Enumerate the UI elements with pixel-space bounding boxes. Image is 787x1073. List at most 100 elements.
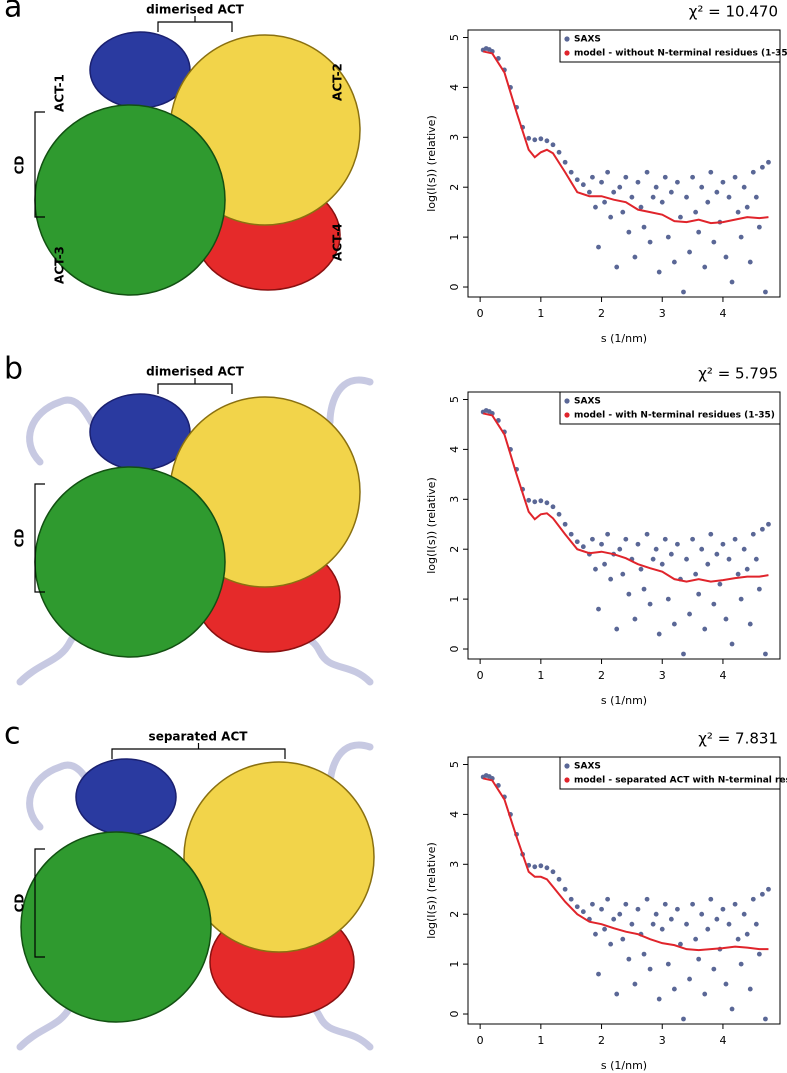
data-point (568, 169, 574, 175)
chart-title: χ² = 7.831 (698, 730, 778, 748)
legend-label: SAXS (574, 762, 601, 772)
data-point (605, 531, 611, 537)
data-point (693, 571, 699, 577)
data-point (556, 876, 562, 882)
data-point (711, 601, 717, 607)
y-tick-label: 3 (448, 861, 461, 868)
y-tick-label: 1 (448, 234, 461, 241)
data-point (602, 199, 607, 205)
data-point (675, 179, 680, 185)
data-point (611, 916, 617, 922)
data-point (681, 289, 686, 295)
data-point (702, 991, 708, 997)
data-point (729, 641, 735, 647)
annotation: CD (13, 156, 27, 175)
y-tick-label: 5 (448, 396, 461, 403)
y-axis-label: log(I(s)) (relative) (425, 842, 438, 938)
plot-frame (467, 756, 781, 1025)
y-tick-label: 0 (448, 1011, 461, 1018)
data-point (747, 259, 753, 265)
data-point (756, 951, 762, 957)
data-point (580, 182, 586, 188)
data-point (647, 239, 653, 245)
annotation: ACT-1 (53, 74, 67, 112)
legend: SAXS model - separated ACT with N-termina… (559, 756, 787, 790)
data-point (580, 909, 586, 915)
y-tick-label: 3 (448, 496, 461, 503)
data-point (766, 886, 771, 892)
data-point (665, 596, 671, 602)
data-point (675, 541, 680, 547)
data-point (550, 142, 556, 148)
data-point (741, 184, 747, 190)
data-point (747, 986, 753, 992)
y-tick-label: 5 (448, 761, 461, 768)
data-point (623, 901, 629, 907)
chart-title: χ² = 10.470 (689, 3, 778, 21)
data-point (763, 1016, 768, 1022)
data-point (714, 189, 720, 195)
data-point (550, 504, 556, 510)
data-point (744, 931, 750, 937)
data-point (590, 901, 595, 907)
legend-marker (564, 50, 570, 56)
data-point (620, 209, 626, 215)
bracket (34, 848, 45, 958)
data-point (605, 169, 611, 175)
x-axis-label: s (1/nm) (601, 1059, 647, 1072)
data-point (726, 921, 732, 927)
legend-label: SAXS (574, 397, 601, 407)
data-point (562, 159, 568, 165)
legend-label: model - without N-terminal residues (1-3… (574, 49, 787, 59)
data-point (690, 536, 695, 542)
data-point (753, 556, 759, 562)
data-point (671, 986, 677, 992)
data-point (759, 891, 765, 897)
x-tick-label: 0 (477, 1034, 484, 1047)
data-point (580, 544, 586, 550)
data-point (532, 499, 538, 505)
data-point (690, 174, 695, 180)
data-point (635, 906, 641, 912)
data-point (668, 916, 674, 922)
bracket (34, 483, 45, 593)
data-point (766, 159, 771, 165)
x-tick-label: 4 (719, 669, 726, 682)
data-point (684, 556, 689, 562)
data-point (744, 566, 750, 572)
data-point (617, 546, 623, 552)
data-point (702, 626, 708, 632)
data-point (735, 936, 741, 942)
data-point (708, 531, 714, 537)
data-point (638, 204, 644, 210)
data-point (596, 971, 601, 977)
data-point (544, 865, 550, 871)
data-point (635, 541, 641, 547)
data-point (720, 179, 726, 185)
data-point (671, 621, 677, 627)
data-point (532, 864, 538, 870)
protein-domain (89, 393, 191, 471)
data-point (647, 966, 653, 972)
data-point (766, 521, 771, 527)
x-tick-label: 3 (659, 1034, 666, 1047)
data-point (632, 981, 638, 987)
data-point (756, 586, 762, 592)
data-point (568, 896, 574, 902)
data-point (644, 531, 650, 537)
data-point (696, 591, 702, 597)
x-tick-label: 3 (659, 307, 666, 320)
data-point (699, 911, 705, 917)
data-point (620, 936, 626, 942)
data-point (750, 169, 756, 175)
data-point (614, 991, 620, 997)
model-line (482, 777, 769, 952)
data-point (574, 539, 580, 545)
data-point (644, 896, 650, 902)
data-point (650, 556, 656, 562)
protein-domain (75, 758, 177, 836)
annotation: dimerised ACT (146, 365, 245, 379)
data-point (556, 149, 562, 155)
data-point (665, 234, 671, 240)
